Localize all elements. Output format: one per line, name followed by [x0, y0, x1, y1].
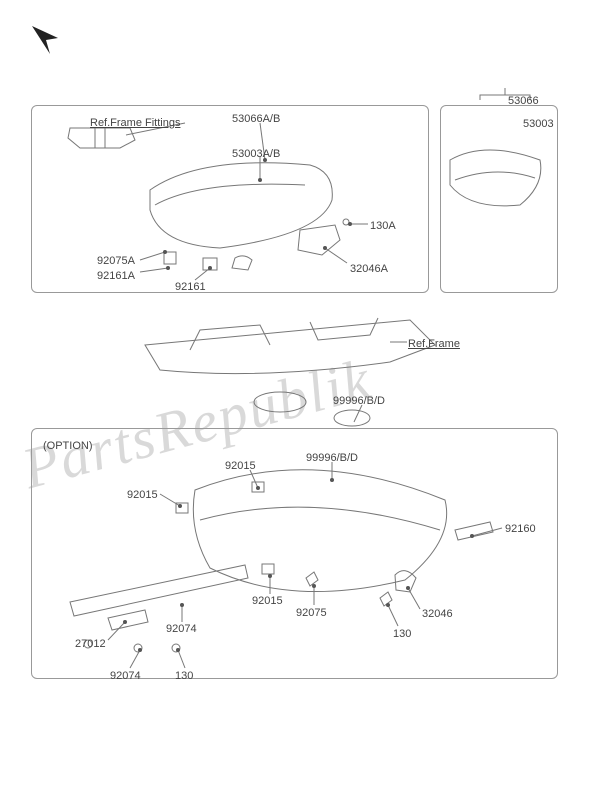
label-92074-a: 92074 — [166, 623, 197, 635]
label-92074-b: 92074 — [110, 670, 141, 682]
label-99996bd-top: 99996/B/D — [333, 395, 385, 407]
label-53003ab: 53003A/B — [232, 148, 280, 160]
label-92015-b: 92015 — [127, 489, 158, 501]
label-92075a: 92075A — [97, 255, 135, 267]
label-130-a: 130 — [393, 628, 411, 640]
label-92015-c: 92015 — [252, 595, 283, 607]
label-ref-frame: Ref.Frame — [408, 338, 460, 350]
label-option: (OPTION) — [43, 440, 93, 452]
parts-drawing — [0, 0, 589, 799]
label-92161a: 92161A — [97, 270, 135, 282]
label-92015-a: 92015 — [225, 460, 256, 472]
label-99996bd: 99996/B/D — [306, 452, 358, 464]
label-32046: 32046 — [422, 608, 453, 620]
label-92160: 92160 — [505, 523, 536, 535]
label-130-b: 130 — [175, 670, 193, 682]
label-53066: 53066 — [508, 95, 539, 107]
label-ref-frame-fittings: Ref.Frame Fittings — [90, 117, 180, 129]
label-53066ab: 53066A/B — [232, 113, 280, 125]
label-32046a: 32046A — [350, 263, 388, 275]
label-92075: 92075 — [296, 607, 327, 619]
label-130a: 130A — [370, 220, 396, 232]
label-53003: 53003 — [523, 118, 554, 130]
label-92161: 92161 — [175, 281, 206, 293]
label-27012: 27012 — [75, 638, 106, 650]
